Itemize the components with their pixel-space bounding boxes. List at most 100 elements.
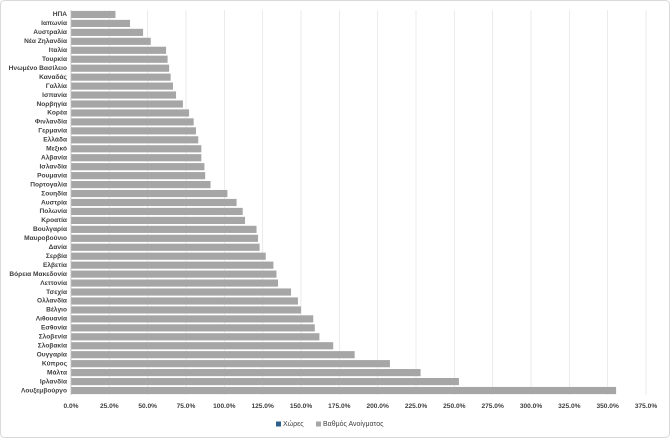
bar xyxy=(71,118,194,126)
x-tick-label: 50.0% xyxy=(138,403,157,410)
y-tick-label: Σουηδία xyxy=(41,190,67,197)
bar xyxy=(71,261,274,269)
bar xyxy=(71,37,151,45)
bar xyxy=(71,216,246,224)
legend-label: Βαθμός Ανοίγματος xyxy=(323,420,384,428)
bar xyxy=(71,28,144,36)
x-tick-label: 325.0% xyxy=(558,403,581,410)
bar xyxy=(71,154,202,162)
y-tick-label: Αλβανία xyxy=(41,153,67,161)
y-tick-label: Ισλανδία xyxy=(39,162,67,170)
legend-label: Χώρες xyxy=(283,420,304,428)
y-tick-label: Νέα Ζηλανδία xyxy=(24,37,67,45)
bar xyxy=(71,270,277,278)
bar xyxy=(71,234,259,242)
bar xyxy=(71,19,131,28)
x-tick-label: 275.0% xyxy=(481,403,504,410)
bar xyxy=(71,73,171,81)
x-tick-label: 75.0% xyxy=(177,403,196,410)
bar xyxy=(71,315,314,323)
x-tick-label: 250.0% xyxy=(443,403,466,410)
bar xyxy=(71,333,320,341)
y-tick-label: Φινλανδία xyxy=(35,118,67,126)
bar xyxy=(71,10,116,19)
bar xyxy=(71,127,196,135)
y-tick-label: Λουξεμβούργο xyxy=(21,387,67,394)
x-tick-label: 300.0% xyxy=(520,403,543,410)
y-tick-label: Γαλλία xyxy=(46,82,67,90)
y-tick-label: Κύπρος xyxy=(42,360,68,367)
bar xyxy=(71,297,298,305)
y-tick-label: Ιταλία xyxy=(49,46,67,54)
bar xyxy=(71,386,617,395)
x-tick-label: 225.0% xyxy=(405,403,428,410)
y-tick-label: Μαυροβούνιο xyxy=(24,235,67,242)
y-tick-label: Ουγγαρία xyxy=(37,351,67,358)
y-tick-label: Ελβετία xyxy=(43,261,67,269)
y-tick-label: Ισπανία xyxy=(42,92,67,99)
bar xyxy=(71,163,205,171)
y-tick-label: Κροατία xyxy=(41,217,67,224)
y-tick-label: Ολλανδία xyxy=(37,297,67,305)
bar xyxy=(71,46,167,54)
bar xyxy=(71,369,421,377)
y-tick-label: Ελλάδα xyxy=(43,136,67,144)
y-tick-label: Αυστραλία xyxy=(33,28,67,36)
y-tick-label: Σερβία xyxy=(46,253,67,260)
y-tick-label: Βουλγαρία xyxy=(33,225,67,233)
y-tick-label: Πολωνία xyxy=(40,207,68,215)
y-tick-label: Ρουμανία xyxy=(37,172,67,179)
y-tick-label: Σλοβενία xyxy=(39,333,67,341)
bar xyxy=(71,306,301,314)
bar xyxy=(71,189,228,198)
bar xyxy=(71,360,390,368)
x-tick-label: 175.0% xyxy=(328,403,351,410)
y-tick-label: Μάλτα xyxy=(47,368,67,376)
bar xyxy=(71,288,292,296)
x-tick-label: 350.0% xyxy=(596,403,619,410)
y-tick-label: Δανία xyxy=(49,244,67,251)
bar xyxy=(71,279,278,287)
bar xyxy=(71,136,199,144)
y-tick-label: Λεττονία xyxy=(40,280,67,287)
y-tick-label: Βόρεια Μακεδονία xyxy=(9,271,67,278)
bar xyxy=(71,82,173,90)
bar xyxy=(71,145,202,153)
y-tick-label: Σλοβακία xyxy=(38,342,67,350)
x-tick-label: 125.0% xyxy=(251,403,274,410)
bar xyxy=(71,198,237,207)
x-tick-label: 0.0% xyxy=(63,403,78,410)
y-tick-label: Τουρκία xyxy=(42,56,67,63)
y-tick-label: Γερμανία xyxy=(38,128,67,135)
x-tick-label: 25.0% xyxy=(100,403,119,410)
y-tick-label: Ιαπωνία xyxy=(41,20,67,27)
bar xyxy=(71,91,177,99)
y-tick-label: Μεξικό xyxy=(46,146,67,153)
legend-swatch xyxy=(316,421,321,427)
y-tick-label: ΗΠΑ xyxy=(53,11,68,18)
bar xyxy=(71,64,170,72)
y-tick-label: Ιρλανδία xyxy=(40,377,67,385)
y-tick-label: Καναδάς xyxy=(39,74,67,81)
y-tick-label: Αυστρία xyxy=(41,199,67,206)
bar xyxy=(71,109,190,117)
bar xyxy=(71,100,183,108)
x-tick-label: 150.0% xyxy=(290,403,313,410)
y-tick-label: Κορέα xyxy=(47,110,67,117)
bar xyxy=(71,55,168,63)
bar xyxy=(71,351,355,359)
x-tick-label: 375.0% xyxy=(635,403,658,410)
bar xyxy=(71,207,243,216)
y-tick-label: Τσεχία xyxy=(46,289,67,296)
bar xyxy=(71,225,257,233)
bar xyxy=(71,252,266,260)
bar xyxy=(71,172,206,180)
y-tick-label: Ηνωμένο Βασίλειο xyxy=(9,64,67,72)
y-tick-label: Λιθουανία xyxy=(36,316,67,323)
y-tick-label: Νορβηγία xyxy=(37,101,67,108)
bar xyxy=(71,181,211,189)
bar xyxy=(71,377,459,386)
x-tick-label: 100.0% xyxy=(213,403,236,410)
bar xyxy=(71,243,260,251)
y-tick-label: Πορτογαλία xyxy=(30,180,67,188)
